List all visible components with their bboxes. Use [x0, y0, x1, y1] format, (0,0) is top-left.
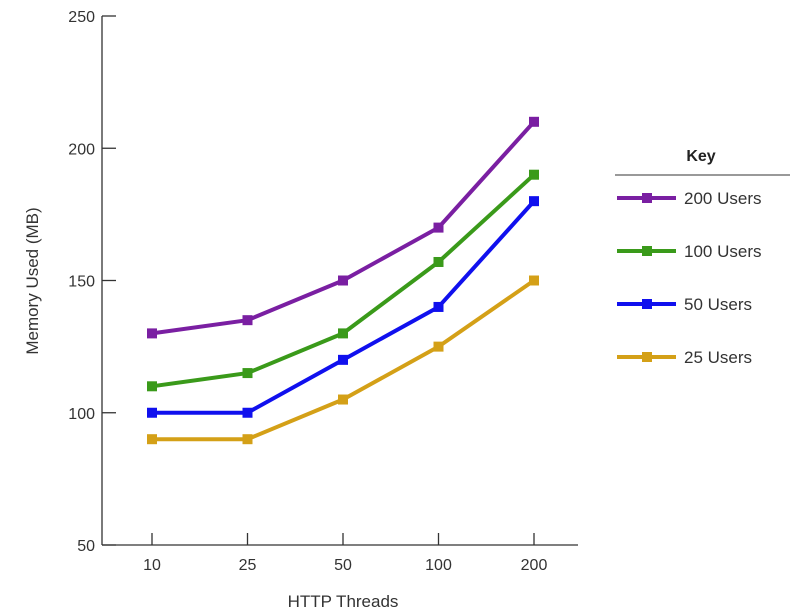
- data-point: [147, 328, 157, 339]
- data-point: [433, 222, 444, 233]
- series-layer: [147, 116, 539, 445]
- x-tick-label: 10: [143, 557, 161, 574]
- y-tick-label: 150: [68, 274, 95, 291]
- data-point: [242, 434, 253, 445]
- data-point: [147, 381, 157, 392]
- legend: Key 200 Users 100 Users 50 Users 25 Users: [615, 148, 790, 367]
- y-ticks: 50 100 150 200 250: [68, 9, 116, 555]
- data-point: [433, 256, 444, 267]
- data-point: [147, 434, 157, 445]
- series-100-users: [147, 169, 539, 392]
- x-tick-label: 50: [334, 557, 352, 574]
- legend-item: 50 Users: [617, 295, 752, 314]
- y-tick-label: 200: [68, 141, 95, 158]
- legend-item: 200 Users: [617, 189, 761, 208]
- series-200-users: [147, 116, 539, 339]
- series-line: [152, 199, 536, 415]
- data-point: [242, 368, 253, 379]
- data-point: [529, 275, 539, 286]
- legend-swatch-marker: [642, 246, 652, 256]
- y-tick-label: 50: [77, 538, 95, 555]
- x-ticks: 10 25 50 100 200: [143, 533, 547, 574]
- legend-swatch-marker: [642, 352, 652, 362]
- legend-label: 200 Users: [684, 189, 761, 208]
- legend-title: Key: [686, 148, 715, 165]
- legend-swatch-marker: [642, 299, 652, 309]
- series-50-users: [147, 196, 539, 418]
- y-axis-title: Memory Used (MB): [23, 207, 42, 354]
- legend-swatch-marker: [642, 193, 652, 203]
- data-point: [433, 341, 444, 352]
- legend-label: 100 Users: [684, 242, 761, 261]
- data-point: [433, 301, 444, 312]
- y-tick-label: 250: [68, 9, 95, 26]
- x-tick-label: 200: [521, 557, 548, 574]
- data-point: [338, 394, 348, 405]
- x-axis-title: HTTP Threads: [288, 592, 399, 611]
- data-point: [338, 328, 348, 339]
- data-point: [529, 169, 539, 180]
- series-25-users: [147, 275, 539, 445]
- data-point: [529, 196, 539, 207]
- data-point: [242, 407, 253, 418]
- legend-item: 25 Users: [617, 348, 752, 367]
- data-point: [147, 407, 157, 418]
- legend-items: 200 Users 100 Users 50 Users 25 Users: [617, 189, 761, 367]
- x-tick-label: 100: [425, 557, 452, 574]
- data-point: [529, 116, 539, 127]
- data-point: [338, 354, 348, 365]
- data-point: [338, 275, 348, 286]
- data-point: [242, 315, 253, 326]
- legend-label: 50 Users: [684, 295, 752, 314]
- legend-label: 25 Users: [684, 348, 752, 367]
- x-tick-label: 25: [239, 557, 257, 574]
- y-tick-label: 100: [68, 406, 95, 423]
- legend-item: 100 Users: [617, 242, 761, 261]
